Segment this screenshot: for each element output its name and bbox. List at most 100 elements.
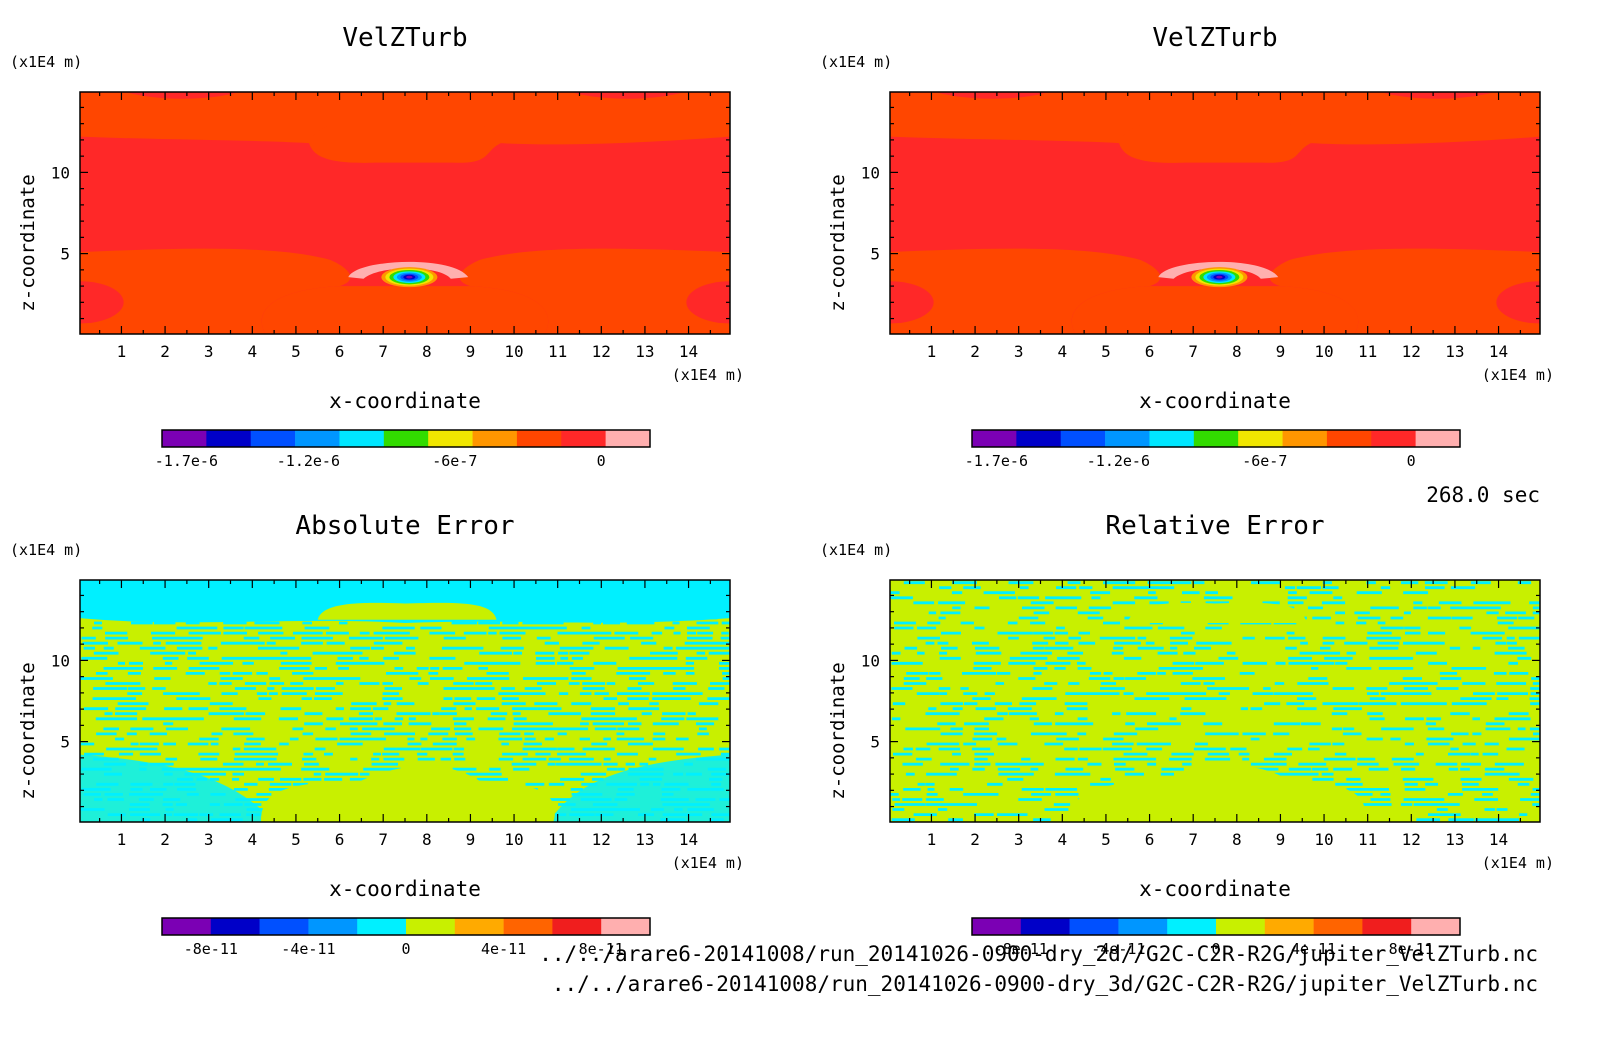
- colorbar-swatch: [601, 918, 651, 935]
- file-path-2d: ../../arare6-20141008/run_20141026-0900-…: [539, 942, 1538, 966]
- colorbar-swatch: [210, 918, 260, 935]
- x-tick-label: 11: [1358, 342, 1377, 361]
- colorbar-swatch: [250, 430, 296, 447]
- x-tick-label: 7: [378, 830, 388, 849]
- x-tick-label: 12: [592, 830, 611, 849]
- x-unit-label: (x1E4 m): [672, 366, 744, 384]
- colorbar-swatch: [1313, 918, 1363, 935]
- y-tick-label: 5: [870, 733, 880, 752]
- x-tick-label: 4: [1057, 342, 1067, 361]
- colorbar-swatch: [1282, 430, 1328, 447]
- x-tick-label: 8: [422, 830, 432, 849]
- colorbar-swatch: [561, 430, 606, 447]
- chart-title: Relative Error: [1105, 511, 1324, 541]
- x-tick-label: 11: [548, 342, 567, 361]
- colorbar-swatch: [516, 430, 562, 447]
- colorbar-tick-label: -1.7e-6: [155, 452, 218, 470]
- x-tick-label: 12: [1402, 830, 1421, 849]
- colorbar-tick-label: 4e-11: [481, 940, 526, 958]
- field-lower-right-lobe: [1269, 248, 1540, 334]
- x-unit-label: (x1E4 m): [1482, 854, 1554, 872]
- colorbar: -8e-11 -4e-11 0 4e-11 8e-11: [971, 917, 1461, 958]
- field-corner-left: [80, 281, 124, 324]
- field-top-ripple: [1380, 92, 1495, 99]
- colorbar-swatch: [1118, 918, 1168, 935]
- x-tick-label: 6: [335, 830, 345, 849]
- chart-title: Absolute Error: [295, 511, 514, 541]
- colorbar-tick-label: -1.2e-6: [277, 452, 340, 470]
- field-upper-yellow: [1127, 602, 1307, 624]
- x-tick-label: 4: [247, 342, 257, 361]
- x-tick-label: 9: [1276, 342, 1286, 361]
- colorbar-swatch: [1105, 430, 1150, 447]
- field-bottom-yellow: [261, 765, 555, 822]
- colorbar-swatch: [454, 918, 504, 935]
- colorbar-swatch: [552, 918, 602, 935]
- x-tick-label: 7: [1188, 830, 1198, 849]
- colorbar-frame: [161, 917, 651, 936]
- colorbar-swatch: [1411, 918, 1461, 935]
- x-tick-label: 13: [635, 830, 654, 849]
- y-axis-label: z-coordinate: [17, 174, 39, 311]
- x-tick-label: 7: [378, 342, 388, 361]
- y-tick-label: 10: [861, 651, 880, 670]
- colorbar-swatch: [605, 430, 651, 447]
- colorbar-swatch: [1238, 430, 1283, 447]
- x-tick-label: 6: [335, 342, 345, 361]
- x-tick-label: 14: [679, 830, 698, 849]
- x-tick-label: 6: [1145, 830, 1155, 849]
- x-tick-label: 13: [1445, 342, 1464, 361]
- y-unit-label: (x1E4 m): [10, 53, 82, 71]
- colorbar-swatch: [1069, 918, 1119, 935]
- colorbar-tick-label: 0: [401, 940, 410, 958]
- x-tick-label: 9: [466, 342, 476, 361]
- x-tick-label: 3: [1014, 342, 1024, 361]
- x-tick-label: 14: [1489, 342, 1508, 361]
- x-tick-label: 8: [1232, 830, 1242, 849]
- x-tick-label: 1: [117, 342, 127, 361]
- file-path-3d: ../../arare6-20141008/run_20141026-0900-…: [551, 972, 1538, 996]
- colorbar-swatch: [295, 430, 340, 447]
- x-axis-label: x-coordinate: [1139, 877, 1291, 901]
- x-tick-label: 11: [548, 830, 567, 849]
- colorbar-swatch: [1193, 430, 1239, 447]
- y-unit-label: (x1E4 m): [820, 541, 892, 559]
- colorbar-swatch: [428, 430, 473, 447]
- colorbar-tick-label: -4e-11: [281, 940, 335, 958]
- x-tick-label: 3: [204, 342, 214, 361]
- colorbar: -1.7e-6 -1.2e-6 -6e-7 0: [965, 429, 1461, 470]
- x-tick-label: 4: [247, 830, 257, 849]
- x-tick-label: 1: [927, 342, 937, 361]
- colorbar-tick-label: -8e-11: [994, 940, 1048, 958]
- x-tick-label: 14: [679, 342, 698, 361]
- colorbar-swatch: [1326, 430, 1372, 447]
- x-tick-label: 13: [1445, 830, 1464, 849]
- colorbar-swatch: [339, 430, 385, 447]
- x-tick-label: 9: [466, 830, 476, 849]
- field-positive-arc: [348, 261, 469, 279]
- field-corner-left: [890, 281, 934, 324]
- colorbar: -1.7e-6 -1.2e-6 -6e-7 0: [155, 429, 651, 470]
- colorbar-swatch: [972, 430, 1017, 447]
- colorbar-swatch: [1149, 430, 1195, 447]
- colorbar-tick-label: 8e-11: [1389, 940, 1434, 958]
- colorbar-swatch: [383, 430, 429, 447]
- x-tick-label: 1: [927, 830, 937, 849]
- colorbar-swatch: [1060, 430, 1106, 447]
- y-tick-label: 10: [51, 651, 70, 670]
- colorbar-swatch: [1167, 918, 1217, 935]
- colorbar-swatch: [259, 918, 309, 935]
- field-corner-right: [1496, 281, 1540, 324]
- x-tick-label: 2: [970, 342, 980, 361]
- x-tick-label: 9: [1276, 830, 1286, 849]
- field-corner-right: [686, 281, 730, 324]
- y-unit-label: (x1E4 m): [10, 541, 82, 559]
- x-tick-label: 4: [1057, 830, 1067, 849]
- x-tick-label: 5: [1101, 830, 1111, 849]
- y-tick-label: 5: [870, 245, 880, 264]
- colorbar-swatch: [472, 430, 518, 447]
- field-speckle: [80, 581, 730, 821]
- x-tick-label: 3: [1014, 830, 1024, 849]
- colorbar-swatch: [972, 918, 1022, 935]
